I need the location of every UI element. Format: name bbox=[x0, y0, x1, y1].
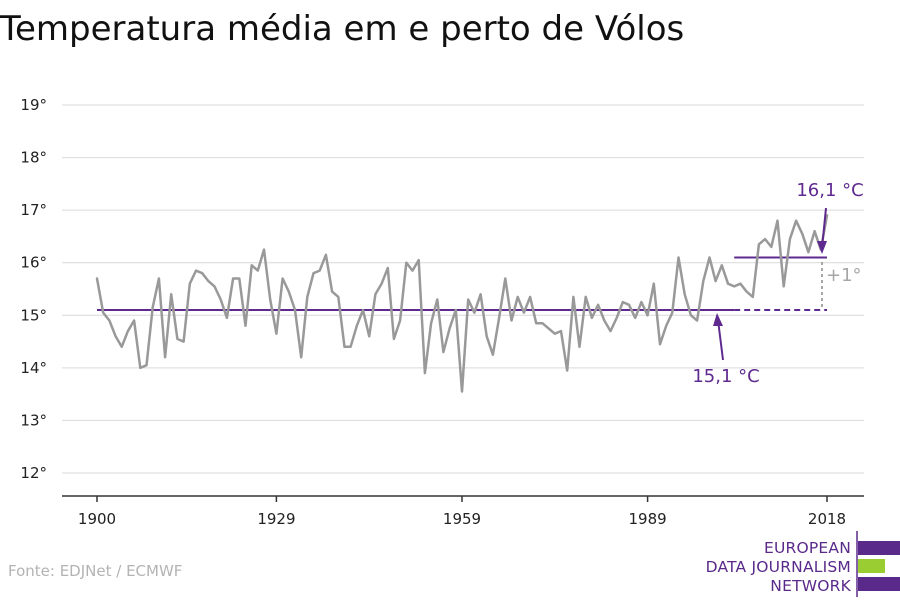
y-tick-label-13: 13° bbox=[20, 411, 47, 429]
label-15-1: 15,1 °C bbox=[692, 366, 759, 387]
edjnet-logo[interactable]: EUROPEAN DATA JOURNALISM NETWORK bbox=[706, 531, 900, 597]
logo-bar-purple bbox=[858, 541, 900, 555]
arrow-low-head-icon bbox=[713, 313, 723, 326]
x-tick-label-1900: 1900 bbox=[78, 510, 116, 528]
y-tick-label-14: 14° bbox=[20, 359, 47, 377]
label-16-1: 16,1 °C bbox=[796, 180, 863, 201]
arrow-low bbox=[717, 319, 724, 361]
logo-line-3: NETWORK bbox=[770, 577, 851, 595]
x-axis: 1900 1929 1959 1989 2018 bbox=[62, 495, 864, 528]
logo-bar-green bbox=[858, 559, 885, 573]
difference-label: +1° bbox=[826, 265, 862, 286]
x-tick-label-1929: 1929 bbox=[257, 510, 295, 528]
chart-title: Temperatura média em e perto de Vólos bbox=[0, 9, 684, 49]
y-tick-label-12: 12° bbox=[20, 464, 47, 482]
reference-lines bbox=[97, 256, 827, 312]
arrow-high-head-icon bbox=[817, 241, 827, 254]
y-tick-label-15: 15° bbox=[20, 306, 47, 324]
source-text: Fonte: EDJNet / ECMWF bbox=[8, 562, 182, 580]
y-tick-label-18: 18° bbox=[20, 149, 47, 167]
logo-line-1: EUROPEAN bbox=[764, 539, 851, 557]
annotations: 16,1 °C 15,1 °C +1° bbox=[692, 180, 863, 387]
x-tick-label-2018: 2018 bbox=[808, 510, 846, 528]
y-axis: 12° 13° 14° 15° 16° 17° 18° 19° bbox=[20, 96, 47, 482]
x-tick-label-1959: 1959 bbox=[443, 510, 481, 528]
series-layer bbox=[95, 214, 829, 393]
series-line-0 bbox=[95, 214, 829, 393]
logo-line-2: DATA JOURNALISM bbox=[706, 558, 851, 576]
y-tick-label-19: 19° bbox=[20, 96, 47, 114]
y-tick-label-17: 17° bbox=[20, 201, 47, 219]
logo-bar-purple-2 bbox=[858, 577, 900, 591]
x-tick-label-1989: 1989 bbox=[628, 510, 666, 528]
y-tick-label-16: 16° bbox=[20, 254, 47, 272]
